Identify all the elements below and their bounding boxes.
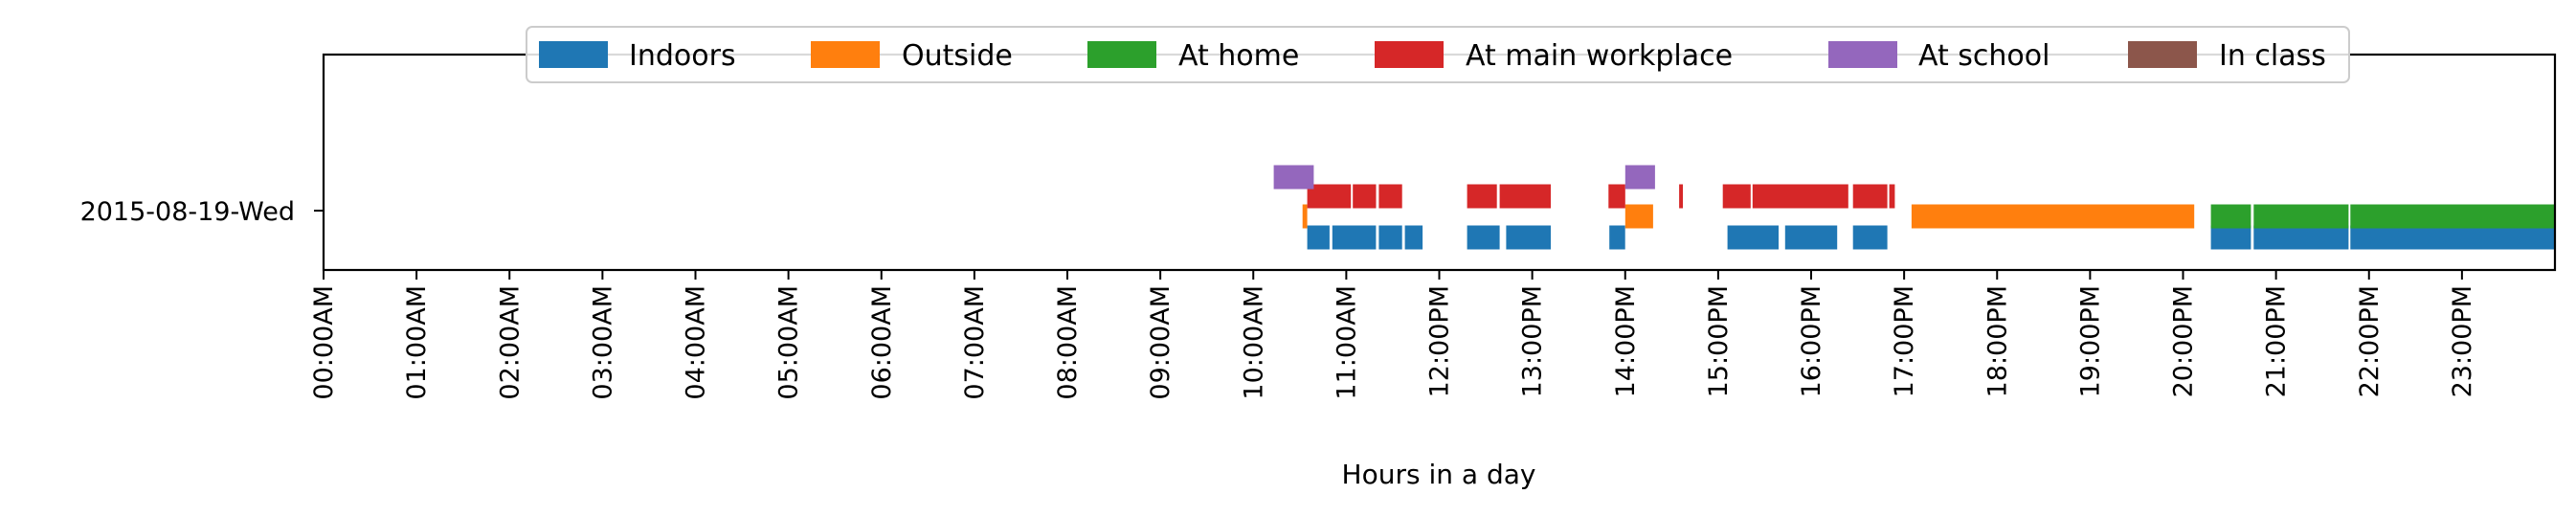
x-tick-label-15: 15:00PM: [1704, 285, 1734, 397]
bar-at-main-workplace-9: [1852, 184, 1888, 209]
x-tick-label-4: 04:00AM: [682, 285, 711, 400]
legend-label-at-main-workplace: At main workplace: [1466, 39, 1733, 73]
x-tick-label-1: 01:00AM: [402, 285, 432, 400]
bar-indoors-8: [1784, 225, 1838, 250]
bar-indoors-10: [2210, 225, 2251, 250]
x-tick-label-14: 14:00PM: [1611, 285, 1641, 397]
x-tick-label-2: 02:00AM: [495, 285, 525, 400]
bar-at-home-0: [2210, 204, 2251, 229]
bar-indoors-6: [1609, 225, 1625, 250]
x-tick-label-20: 20:00PM: [2169, 285, 2199, 397]
legend: Indoors Outside At home At main workplace At…: [526, 26, 2350, 83]
bar-at-home-2: [2350, 204, 2555, 229]
x-tick-label-9: 09:00AM: [1146, 285, 1176, 400]
bar-at-main-workplace-0: [1307, 184, 1352, 209]
x-tick-label-23: 23:00PM: [2448, 285, 2477, 397]
bar-indoors-11: [2253, 225, 2349, 250]
bar-indoors-2: [1378, 225, 1402, 250]
legend-swatch-in-class: [2128, 41, 2197, 68]
x-tick-label-16: 16:00PM: [1797, 285, 1826, 397]
bar-indoors-12: [2350, 225, 2555, 250]
bar-outside-2: [1911, 204, 2195, 229]
legend-swatch-at-school: [1828, 41, 1897, 68]
bar-at-main-workplace-5: [1608, 184, 1625, 209]
bar-indoors-7: [1727, 225, 1779, 250]
x-tick-label-8: 08:00AM: [1053, 285, 1083, 400]
legend-label-at-home: At home: [1178, 39, 1299, 73]
bar-outside-0: [1302, 204, 1308, 229]
x-tick-label-7: 07:00AM: [960, 285, 990, 400]
x-tick-label-17: 17:00PM: [1890, 285, 1919, 397]
x-tick-label-6: 06:00AM: [867, 285, 897, 400]
y-tick-label-0: 2015-08-19-Wed: [80, 197, 295, 227]
x-tick-label-13: 13:00PM: [1518, 285, 1548, 397]
bar-at-school-1: [1624, 165, 1655, 190]
bar-at-home-1: [2253, 204, 2349, 229]
legend-swatch-at-home: [1087, 41, 1156, 68]
x-tick-label-10: 10:00AM: [1239, 285, 1268, 400]
x-tick-label-12: 12:00PM: [1425, 285, 1455, 397]
bar-at-main-workplace-3: [1467, 184, 1497, 209]
bar-indoors-5: [1506, 225, 1551, 250]
x-tick-label-5: 05:00AM: [774, 285, 804, 400]
x-tick-label-22: 22:00PM: [2355, 285, 2385, 397]
x-tick-label-19: 19:00PM: [2075, 285, 2105, 397]
legend-label-outside: Outside: [902, 39, 1013, 73]
bar-indoors-4: [1467, 225, 1500, 250]
bar-indoors-1: [1332, 225, 1377, 250]
bar-at-main-workplace-8: [1752, 184, 1848, 209]
bars-layer: [1273, 165, 2555, 250]
x-tick-label-11: 11:00AM: [1332, 285, 1361, 400]
bar-at-school-0: [1273, 165, 1314, 190]
bar-at-main-workplace-7: [1722, 184, 1751, 209]
legend-swatch-outside: [811, 41, 880, 68]
legend-label-in-class: In class: [2219, 39, 2326, 73]
x-tick-label-3: 03:00AM: [588, 285, 617, 400]
bar-at-main-workplace-4: [1499, 184, 1551, 209]
bar-indoors-9: [1852, 225, 1888, 250]
legend-swatch-indoors: [539, 41, 608, 68]
legend-label-indoors: Indoors: [629, 39, 736, 73]
bar-at-main-workplace-6: [1679, 184, 1683, 209]
bar-at-main-workplace-1: [1353, 184, 1377, 209]
legend-label-at-school: At school: [1918, 39, 2050, 73]
x-tick-label-0: 00:00AM: [309, 285, 339, 400]
x-axis: 00:00AM 01:00AM 02:00AM 03:00AM 04:00AM 05:00…: [309, 270, 2477, 400]
legend-swatch-at-main-workplace: [1375, 41, 1444, 68]
bar-at-main-workplace-10: [1889, 184, 1895, 209]
y-axis: 2015-08-19-Wed: [80, 197, 324, 227]
bar-at-main-workplace-2: [1378, 184, 1402, 209]
x-tick-label-21: 21:00PM: [2262, 285, 2292, 397]
x-tick-label-18: 18:00PM: [1982, 285, 2012, 397]
bar-indoors-0: [1307, 225, 1330, 250]
x-axis-label: Hours in a day: [1342, 459, 1536, 490]
bar-outside-1: [1624, 204, 1653, 229]
bar-indoors-3: [1404, 225, 1423, 250]
